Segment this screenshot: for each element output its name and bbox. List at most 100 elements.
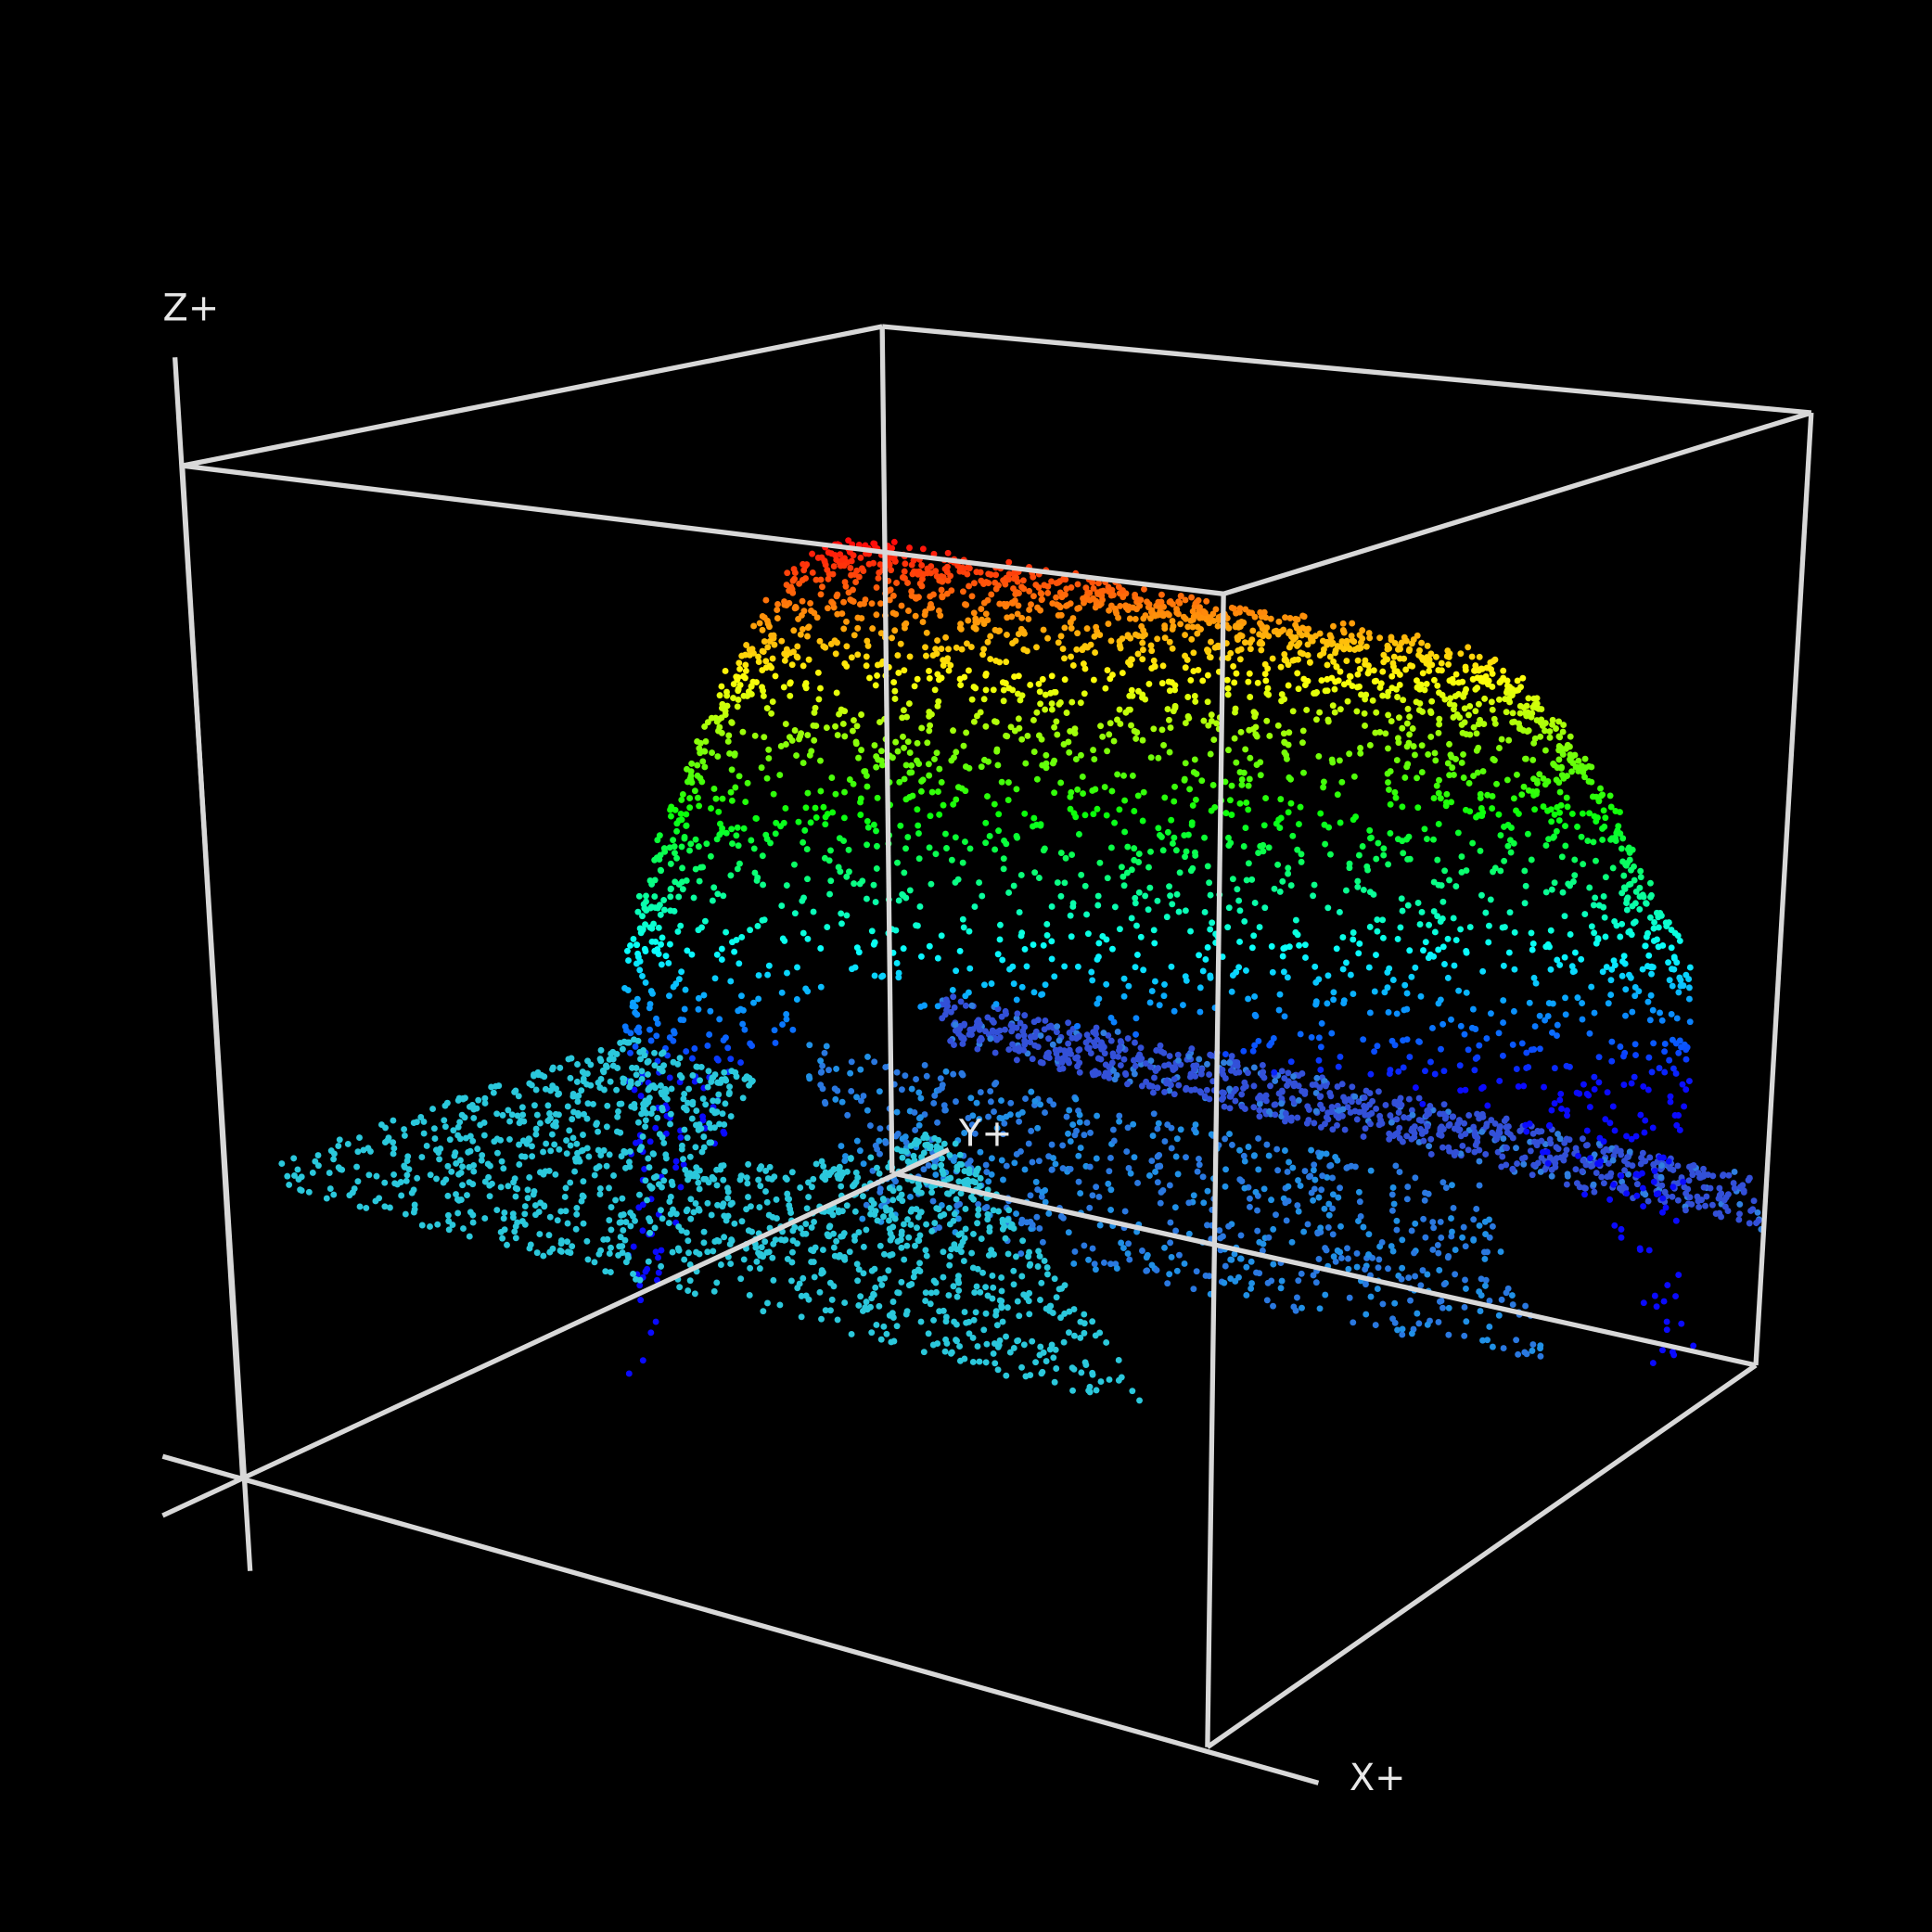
point	[1430, 1224, 1438, 1232]
point	[906, 749, 914, 757]
point	[934, 954, 941, 962]
point	[713, 1055, 721, 1062]
point	[928, 880, 935, 888]
point	[978, 606, 985, 612]
point	[966, 1157, 974, 1164]
point	[845, 589, 852, 596]
point	[1418, 769, 1426, 775]
point	[719, 825, 726, 832]
point	[1522, 1121, 1529, 1129]
point	[980, 621, 988, 628]
point	[811, 736, 818, 744]
point	[1099, 733, 1107, 740]
point	[1246, 1203, 1253, 1210]
point	[982, 1028, 989, 1035]
point	[1436, 1267, 1443, 1273]
point	[1019, 577, 1027, 584]
point	[1386, 965, 1393, 972]
point	[1259, 1247, 1266, 1254]
point	[1424, 1107, 1431, 1114]
point	[1681, 1103, 1688, 1110]
point	[856, 880, 864, 888]
point	[1221, 1059, 1227, 1067]
point	[1166, 1053, 1173, 1060]
point	[972, 1179, 979, 1186]
point	[1280, 626, 1287, 633]
point	[1322, 1082, 1329, 1090]
point	[959, 859, 966, 866]
point	[780, 684, 787, 691]
point	[908, 588, 915, 595]
point	[1040, 626, 1047, 633]
point	[651, 856, 659, 864]
point	[1191, 756, 1198, 763]
point	[1270, 1302, 1277, 1310]
point	[1530, 1161, 1538, 1169]
point	[536, 1120, 544, 1127]
point	[1166, 687, 1173, 695]
point	[1376, 634, 1384, 642]
point	[1329, 1174, 1337, 1182]
point	[1611, 1127, 1619, 1134]
point	[1394, 694, 1401, 700]
point	[850, 780, 857, 787]
point	[1149, 1089, 1157, 1096]
point	[1345, 679, 1352, 686]
point	[1631, 992, 1639, 1000]
point	[1222, 1075, 1229, 1081]
point	[1222, 1166, 1229, 1173]
point	[1523, 712, 1530, 720]
point	[864, 817, 871, 825]
point	[1645, 1247, 1653, 1254]
point	[1335, 1114, 1342, 1121]
point	[1457, 1087, 1465, 1094]
point	[1230, 662, 1237, 670]
point	[1005, 570, 1013, 578]
point	[1058, 594, 1066, 601]
point	[902, 1072, 909, 1080]
point	[1350, 1319, 1357, 1326]
point	[1514, 677, 1521, 685]
point	[1409, 725, 1416, 732]
point	[1586, 884, 1593, 891]
point	[900, 892, 907, 899]
point	[1183, 1154, 1189, 1161]
point	[1398, 1275, 1405, 1283]
point	[1037, 607, 1044, 614]
point	[1304, 1103, 1311, 1110]
point	[697, 739, 704, 747]
point	[1059, 1165, 1067, 1172]
point	[856, 1147, 864, 1155]
point	[772, 672, 779, 680]
point	[1191, 692, 1198, 699]
point	[1472, 662, 1479, 670]
point	[1486, 1324, 1493, 1330]
point	[1374, 1043, 1381, 1050]
point	[1030, 573, 1037, 581]
point	[1418, 908, 1426, 915]
point	[939, 578, 946, 585]
point	[1044, 589, 1052, 596]
point	[1068, 698, 1076, 706]
point	[1175, 1251, 1183, 1259]
point	[688, 1055, 696, 1062]
point	[1457, 926, 1465, 933]
point	[996, 1033, 1004, 1041]
point	[1564, 1171, 1571, 1178]
point	[962, 992, 969, 1000]
point	[1386, 1070, 1393, 1078]
point	[1628, 1135, 1635, 1143]
point	[1496, 1077, 1503, 1084]
point	[1386, 1130, 1393, 1137]
point	[354, 1178, 362, 1185]
point	[1157, 1042, 1164, 1049]
point	[1289, 1081, 1297, 1088]
point	[1632, 1052, 1639, 1059]
point	[1627, 974, 1634, 981]
point	[1479, 768, 1487, 775]
point	[1168, 963, 1175, 970]
point	[1139, 694, 1145, 701]
point	[1094, 590, 1102, 597]
point	[1339, 934, 1347, 941]
point	[1171, 1007, 1178, 1015]
